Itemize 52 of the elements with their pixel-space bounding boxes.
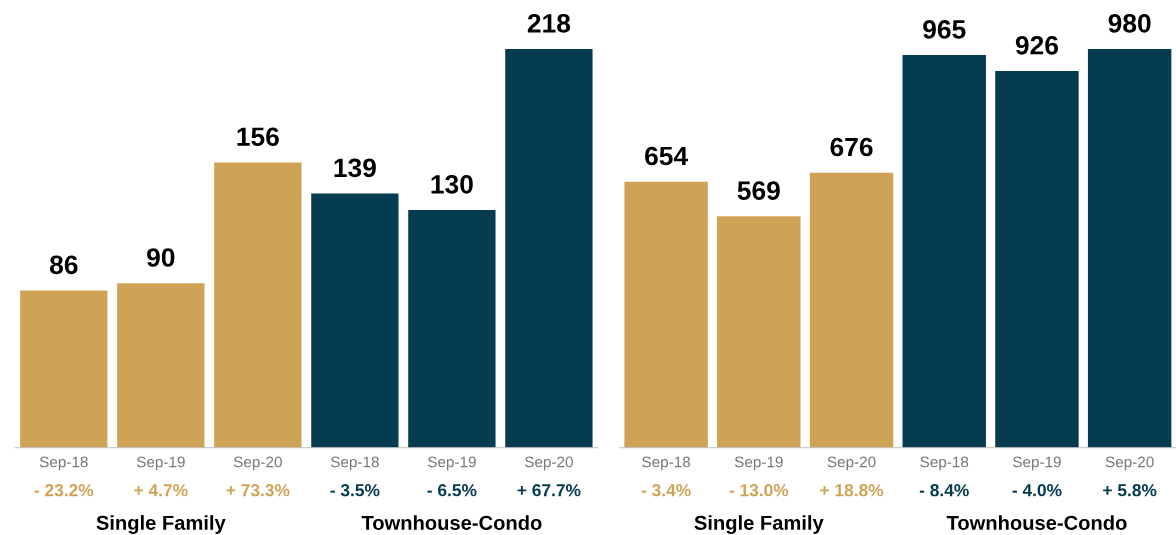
data-label: 90 bbox=[147, 248, 175, 267]
bar bbox=[117, 283, 205, 448]
text: + 5.8% bbox=[1103, 484, 1157, 497]
bar bbox=[717, 216, 801, 448]
data-label: 569 bbox=[737, 181, 780, 200]
data-label: 218 bbox=[527, 13, 571, 33]
bar bbox=[624, 181, 708, 448]
text: + 67.7% bbox=[517, 484, 581, 497]
data-label: 676 bbox=[830, 137, 873, 157]
text: - 13.0% bbox=[729, 484, 789, 497]
bar bbox=[214, 162, 302, 448]
x-tick-label: Sep-20 bbox=[233, 456, 282, 471]
data-label: 654 bbox=[645, 146, 688, 166]
data-label: 156 bbox=[237, 127, 279, 147]
data-label: 965 bbox=[923, 20, 966, 39]
data-label: 980 bbox=[1108, 13, 1151, 33]
bar bbox=[809, 172, 894, 448]
text: Single Family bbox=[96, 515, 226, 534]
text: + 73.3% bbox=[226, 484, 290, 497]
x-tick-label: Sep-18 bbox=[330, 456, 379, 471]
x-tick-label: Sep-20 bbox=[827, 456, 876, 471]
x-tick-label: Sep-19 bbox=[136, 456, 185, 471]
data-label: 130 bbox=[431, 174, 473, 194]
text: - 4.0% bbox=[1012, 484, 1062, 497]
bar bbox=[902, 55, 986, 448]
text: - 3.4% bbox=[641, 484, 691, 497]
x-tick-label: Sep-18 bbox=[642, 456, 691, 471]
x-tick-label: Sep-20 bbox=[524, 456, 573, 471]
bar bbox=[995, 70, 1079, 448]
bar bbox=[1087, 48, 1172, 448]
text: - 8.4% bbox=[919, 484, 969, 497]
data-label: 86 bbox=[49, 255, 78, 275]
bar bbox=[408, 209, 496, 448]
x-tick-label: Sep-18 bbox=[920, 456, 969, 471]
text: - 23.2% bbox=[34, 484, 94, 497]
text: + 4.7% bbox=[134, 484, 188, 497]
bar bbox=[20, 290, 108, 448]
x-tick-label: Sep-19 bbox=[427, 456, 476, 471]
text: - 6.5% bbox=[427, 484, 477, 497]
data-label: 926 bbox=[1015, 35, 1058, 55]
x-tick-label: Sep-18 bbox=[39, 456, 88, 471]
x-tick-label: Sep-19 bbox=[734, 456, 783, 471]
data-label: 139 bbox=[334, 158, 376, 178]
x-tick-label: Sep-20 bbox=[1105, 456, 1154, 471]
bar bbox=[311, 193, 399, 448]
text: Townhouse-Condo bbox=[946, 515, 1127, 530]
bar bbox=[505, 48, 593, 448]
text: Townhouse-Condo bbox=[361, 515, 542, 530]
text: - 3.5% bbox=[330, 484, 380, 497]
x-tick-label: Sep-19 bbox=[1013, 456, 1061, 471]
text: Single Family bbox=[694, 515, 824, 534]
text: + 18.8% bbox=[820, 484, 884, 497]
